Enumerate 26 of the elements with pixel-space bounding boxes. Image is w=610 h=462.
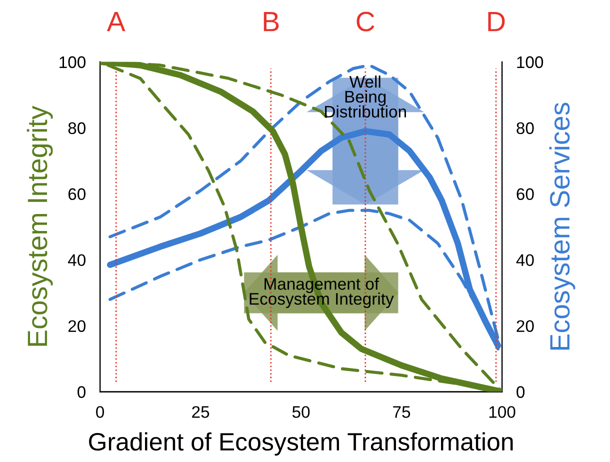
y-tick-label: 20 xyxy=(68,320,86,332)
x-axis-title: Gradient of Ecosystem Transformation xyxy=(89,432,513,456)
y-axis-title: Ecosystem Integrity xyxy=(26,106,53,346)
y2-tick-label: 20 xyxy=(516,320,534,332)
y-tick-label: 0 xyxy=(78,386,86,398)
x-tick-label: 25 xyxy=(192,406,210,418)
y-tick-label: 40 xyxy=(68,254,86,266)
x-tick-label: 75 xyxy=(393,406,410,418)
y-tick-label: 80 xyxy=(68,122,86,134)
y2-tick-label: 100 xyxy=(517,56,544,68)
y2-tick-label: 0 xyxy=(516,386,525,398)
y2-tick-label: 80 xyxy=(516,122,534,134)
x-tick-label: 0 xyxy=(96,406,104,418)
y2-tick-label: 60 xyxy=(516,188,534,200)
ref-line-label: B xyxy=(264,12,279,32)
y2-axis-title: Ecosystem Services xyxy=(549,102,576,350)
y-tick-label: 60 xyxy=(68,188,86,200)
x-tick-label: 100 xyxy=(489,406,516,418)
ref-line-label: D xyxy=(488,12,505,32)
x-tick-label: 50 xyxy=(292,406,310,418)
ref-line-label: C xyxy=(356,12,374,32)
annotation: Well Being Distribution xyxy=(325,75,406,118)
ref-line-label: A xyxy=(106,12,126,32)
annotation: Management of Ecosystem Integrity xyxy=(250,278,394,308)
y-tick-label: 100 xyxy=(60,56,86,68)
y2-tick-label: 40 xyxy=(516,254,534,266)
